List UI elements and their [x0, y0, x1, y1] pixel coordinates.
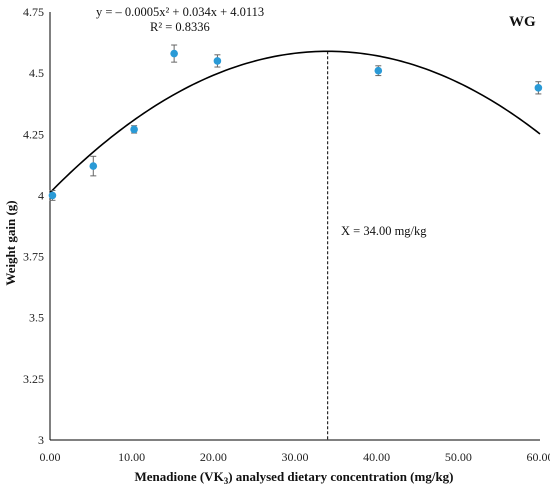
x-axis-label-post: ) analysed dietary concentration (mg/kg)	[228, 469, 453, 484]
x-tick-label: 50.00	[445, 450, 472, 464]
x-axis-label-pre: Menadione (VK	[134, 469, 224, 484]
y-tick-label: 4.75	[23, 5, 44, 19]
data-point	[170, 49, 178, 58]
x-tick-label: 30.00	[282, 450, 309, 464]
data-point	[213, 57, 222, 65]
optimum-label: X = 34.00 mg/kg	[341, 224, 427, 238]
data-point	[534, 84, 543, 92]
y-tick-label: 3	[38, 433, 44, 447]
x-tick-label: 60.00	[527, 450, 550, 464]
x-tick-labels: 0.00 10.00 20.00 30.00 40.00 50.00 60.00	[40, 450, 550, 464]
y-tick-label: 4.25	[23, 127, 44, 141]
y-tick-label: 3.5	[29, 311, 44, 325]
y-tick-labels: 3 3.25 3.5 3.75 4 4.25 4.5 4.75	[23, 5, 44, 447]
x-axis-label-sub: 3	[224, 476, 229, 486]
x-tick-label: 0.00	[40, 450, 61, 464]
data-points	[48, 44, 543, 201]
y-tick-label: 4.5	[29, 66, 44, 80]
x-tick-label: 40.00	[363, 450, 390, 464]
x-tick-label: 20.00	[200, 450, 227, 464]
y-tick-label: 3.75	[23, 250, 44, 264]
data-point	[130, 125, 138, 134]
axes	[49, 12, 540, 441]
data-point	[89, 162, 98, 170]
chart-tag: WG	[509, 14, 536, 30]
x-axis-label: Menadione (VK3) analysed dietary concent…	[134, 469, 453, 486]
regression-curve	[49, 50, 541, 194]
x-tick-label: 10.00	[118, 450, 145, 464]
y-axis-label: Weight gain (g)	[3, 200, 18, 285]
y-tick-label: 3.25	[23, 372, 44, 386]
data-point	[374, 66, 383, 75]
equation-text: y = – 0.0005x² + 0.034x + 4.0113	[96, 5, 264, 19]
y-tick-label: 4	[38, 188, 44, 202]
r-squared-text: R² = 0.8336	[150, 20, 210, 34]
data-point	[48, 191, 57, 200]
